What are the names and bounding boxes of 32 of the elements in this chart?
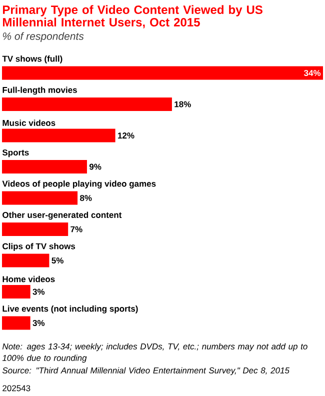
bar [2, 66, 323, 80]
bar [2, 254, 50, 268]
y-tick-label: Music videos [2, 120, 56, 126]
y-tick-label: Clips of TV shows [2, 243, 76, 251]
data-label: 5% [52, 257, 64, 264]
chart-subtitle: % of respondents [2, 32, 84, 42]
data-label: 9% [89, 164, 102, 170]
bar [2, 191, 78, 205]
y-tick-label: Sports [2, 149, 29, 158]
data-label: 8% [80, 194, 92, 202]
bar [2, 160, 87, 174]
y-tick-label: Live events (not including sports) [2, 305, 138, 314]
y-tick-label: Full-length movies [2, 86, 77, 95]
bar [2, 316, 30, 330]
y-tick-label: Home videos [2, 276, 55, 282]
y-tick-label: Other user-generated content [2, 212, 122, 220]
data-label: 12% [118, 132, 134, 138]
source-note: Source: "Third Annual Millennial Video Entertainment Survey," Dec 8, 2015 [2, 367, 290, 376]
bar [2, 285, 30, 298]
y-tick-label: Videos of people playing video games [2, 180, 156, 188]
chart-title: Primary Type of Video Content Viewed by US Millennial Internet Users, Oct 2015 [2, 5, 262, 28]
data-label: 3% [32, 288, 45, 295]
data-label: 34% [304, 70, 321, 76]
text: 202543 [2, 385, 30, 392]
y-tick-label: TV shows (full) [2, 56, 62, 64]
data-label: 18% [174, 101, 191, 108]
bar [2, 222, 68, 236]
bar [2, 128, 116, 142]
data-label: 3% [32, 320, 45, 326]
bar [2, 98, 172, 111]
text: Note: ages 13-34; weekly; includes DVDs, TV, etc.; numbers may not add up to 100% due to rounding [2, 343, 308, 363]
data-label: 7% [70, 226, 82, 232]
